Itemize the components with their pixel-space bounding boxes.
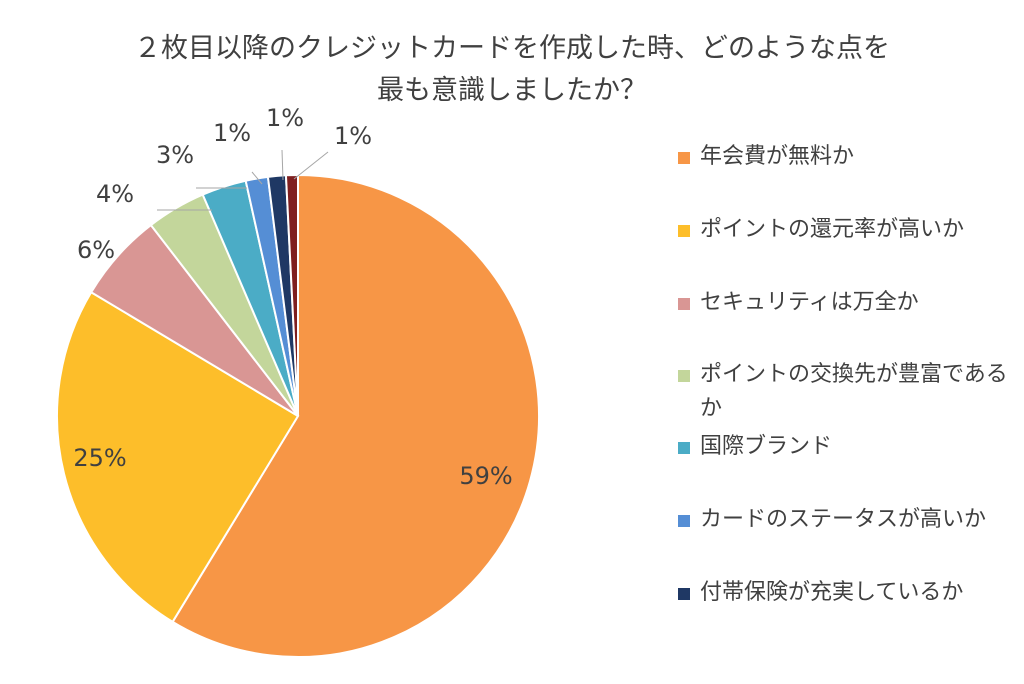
legend-label: 年会費が無料か: [700, 144, 855, 169]
leader-line: [293, 151, 329, 180]
legend-label: 付帯保険が充実しているか: [700, 580, 964, 605]
data-label: 4%: [96, 180, 134, 208]
data-label: 59%: [459, 462, 512, 490]
data-label: 1%: [334, 122, 372, 150]
legend-item: 年会費が無料か: [678, 140, 1012, 174]
legend-item: ポイントの還元率が高いか: [678, 213, 1012, 247]
legend-swatch: [678, 152, 690, 164]
leader-line: [251, 171, 263, 185]
legend-swatch: [678, 225, 690, 237]
data-label: 25%: [73, 444, 126, 472]
legend-label: セキュリティは万全か: [700, 290, 919, 315]
pie-slice: [171, 173, 540, 658]
data-label: 3%: [156, 141, 194, 169]
legend-item: カードのステータスが高いか: [678, 503, 1012, 537]
legend-label: カードのステータスが高いか: [700, 507, 987, 532]
legend-label: ポイントの還元率が高いか: [700, 217, 965, 242]
legend-swatch: [678, 442, 690, 454]
legend-swatch: [678, 588, 690, 600]
chart-title-line-1: ２枚目以降のクレジットカードを作成した時、どのような点を: [134, 33, 890, 64]
leader-line: [281, 149, 284, 181]
data-label: 6%: [77, 236, 115, 264]
legend-label: 国際ブランド: [700, 434, 833, 459]
legend-item: 付帯保険が充実しているか: [678, 576, 1012, 610]
legend-swatch: [678, 298, 690, 310]
data-label: 1%: [213, 119, 251, 147]
legend-swatch: [678, 515, 690, 527]
chart-title: ２枚目以降のクレジットカードを作成した時、どのような点を 最も意識しましたか？: [0, 28, 1024, 112]
legend-label: ポイントの交換先が豊富であるか: [700, 362, 1008, 421]
legend-item: 国際ブランド: [678, 430, 1012, 464]
pie-slice: [56, 290, 300, 624]
chart-title-line-2: 最も意識しましたか？: [377, 75, 647, 106]
legend-item: ポイントの交換先が豊富であるか: [678, 358, 1012, 426]
data-label: 1%: [266, 104, 304, 132]
legend-swatch: [678, 370, 690, 382]
pie-slice: [284, 173, 299, 417]
legend-item: セキュリティは万全か: [678, 286, 1012, 320]
